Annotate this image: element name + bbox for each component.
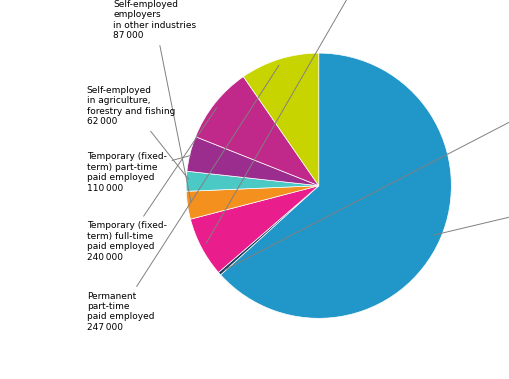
- Text: Permanent
part-time
paid employed
247 000: Permanent part-time paid employed 247 00…: [87, 65, 278, 332]
- Wedge shape: [190, 186, 318, 273]
- Text: Unpaid family workers
in an enterprise/farm
10 000: Unpaid family workers in an enterprise/f…: [224, 75, 509, 270]
- Wedge shape: [218, 186, 318, 275]
- Text: Self-employed without
employees,
own-account workers,
freelancer,
grant recipien: Self-employed without employees, own-acc…: [206, 0, 433, 243]
- Text: Self-employed
in agriculture,
forestry and fishing
62 000: Self-employed in agriculture, forestry a…: [87, 86, 188, 179]
- Wedge shape: [187, 137, 318, 186]
- Text: Permanent
full-time
paid employed
1 624 000: Permanent full-time paid employed 1 624 …: [433, 185, 509, 235]
- Wedge shape: [186, 171, 318, 191]
- Wedge shape: [243, 53, 318, 186]
- Text: Self-employed
employers
in other industries
87 000: Self-employed employers in other industr…: [113, 0, 196, 202]
- Text: Temporary (fixed-
term) part-time
paid employed
110 000: Temporary (fixed- term) part-time paid e…: [87, 152, 191, 193]
- Text: Temporary (fixed-
term) full-time
paid employed
240 000: Temporary (fixed- term) full-time paid e…: [87, 108, 216, 262]
- Wedge shape: [195, 77, 318, 186]
- Wedge shape: [186, 186, 318, 219]
- Wedge shape: [220, 53, 450, 318]
